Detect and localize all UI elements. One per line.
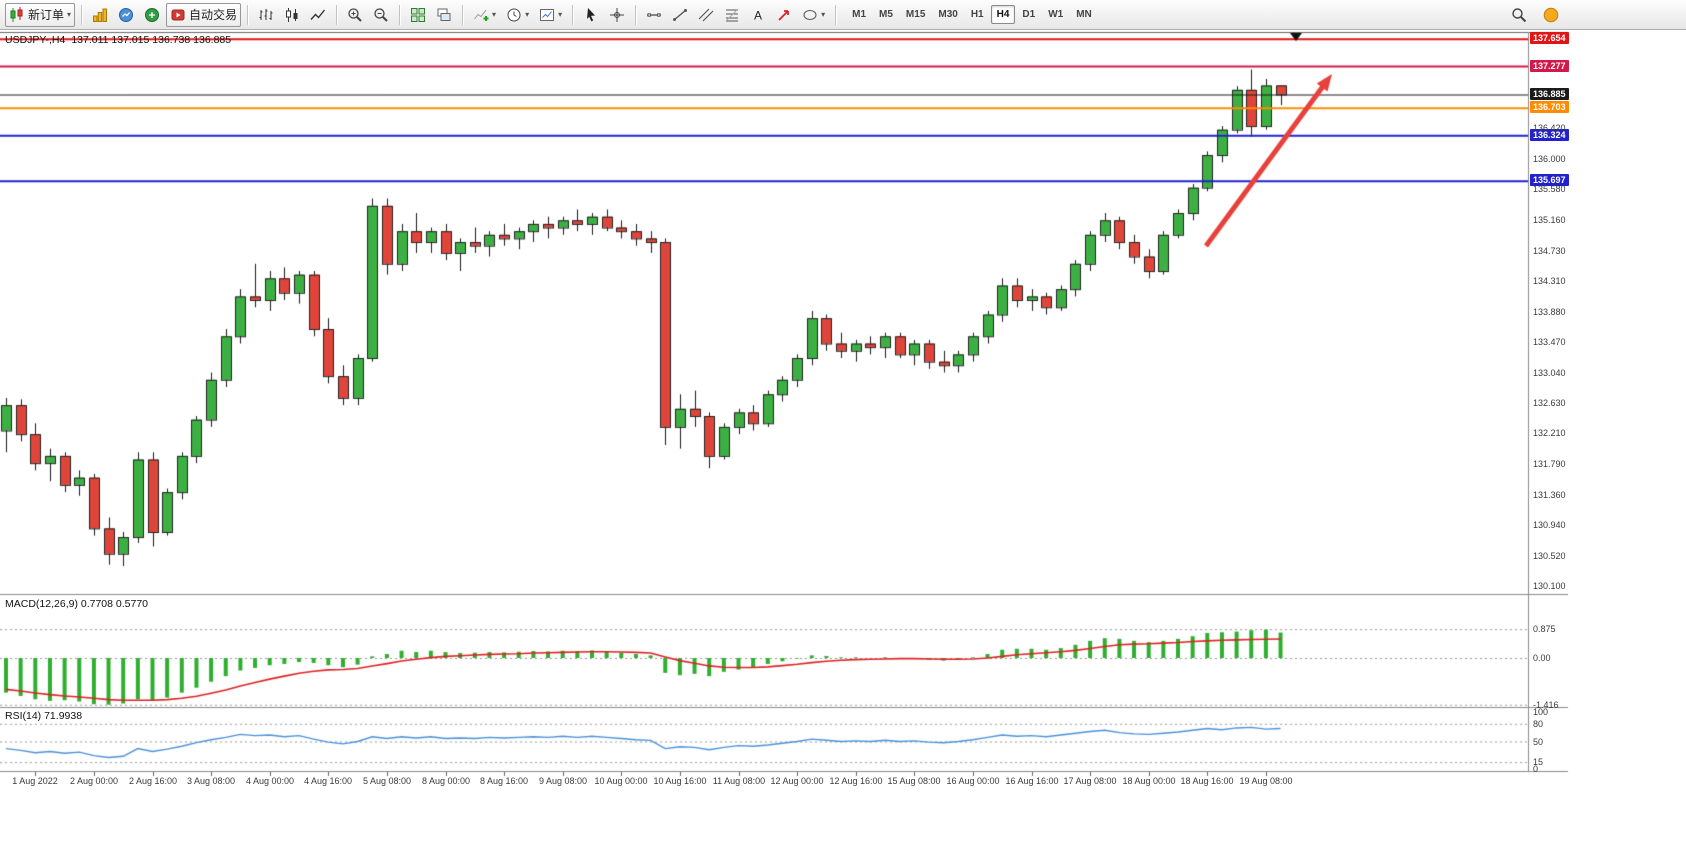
chevron-down-icon: ▾ (821, 10, 826, 19)
tf-button-h4[interactable]: H4 (990, 5, 1016, 24)
indicators-icon (474, 9, 489, 21)
toolbar-separator (462, 4, 464, 25)
cascade-windows-button[interactable] (432, 3, 456, 27)
tf-button-mn[interactable]: MN (1070, 5, 1098, 24)
price-axis[interactable] (1529, 32, 1569, 772)
horizontal-line-button[interactable] (642, 3, 666, 27)
templates-icon (540, 8, 555, 21)
line-chart-icon (310, 9, 326, 20)
terminal-icon (145, 7, 160, 22)
timeframe-bar: M1 M5 M15 M30 H1 H4 D1 W1 MN (846, 5, 1098, 24)
fibonacci-button[interactable] (720, 3, 744, 27)
templates-button[interactable]: ▾ (535, 3, 566, 27)
text-icon: A (754, 8, 762, 22)
tf-button-w1[interactable]: W1 (1042, 5, 1069, 24)
toolbar: 新订单 ▾ 自动交易 ▾ ▾ ▾ A ▾ M1 M5 M15 M30 H1 H4 D1 W1 M… (0, 0, 1686, 30)
trendline-button[interactable] (668, 3, 692, 27)
equidistant-channel-icon (698, 8, 714, 21)
autotrading-button[interactable]: 自动交易 (166, 2, 242, 27)
new-chart-icon (93, 8, 108, 22)
svg-text:A: A (754, 8, 762, 22)
trendline-icon (673, 8, 688, 21)
cascade-windows-icon (437, 8, 451, 21)
chevron-down-icon: ▾ (558, 10, 563, 19)
account-status-icon (1543, 7, 1559, 22)
toolbar-separator (247, 4, 249, 25)
zoom-out-icon (374, 7, 388, 22)
fibonacci-icon (725, 8, 739, 21)
toolbar-separator (635, 4, 637, 25)
time-axis[interactable] (0, 772, 1528, 790)
market-watch-button[interactable] (114, 3, 138, 27)
new-order-button[interactable]: 新订单 ▾ (5, 2, 76, 27)
zoom-in-button[interactable] (343, 3, 367, 27)
cursor-icon (587, 7, 596, 21)
terminal-button[interactable] (140, 3, 164, 27)
new-order-icon (10, 6, 23, 22)
candlestick-chart-icon (286, 7, 298, 22)
toolbar-separator (835, 4, 837, 25)
zoom-out-button[interactable] (369, 3, 393, 27)
arrow-objects-button[interactable] (772, 3, 796, 27)
tf-button-m30[interactable]: M30 (932, 5, 963, 24)
tf-button-d1[interactable]: D1 (1016, 5, 1041, 24)
zoom-in-icon (348, 7, 362, 22)
tile-windows-button[interactable] (406, 3, 430, 27)
toolbar-right-group (1507, 3, 1563, 27)
periods-button[interactable]: ▾ (502, 3, 533, 27)
tf-button-m15[interactable]: M15 (900, 5, 931, 24)
line-chart-button[interactable] (306, 3, 330, 27)
bar-chart-button[interactable] (254, 3, 278, 27)
bar-chart-icon (259, 8, 273, 20)
shapes-ellipse-icon (803, 9, 817, 20)
search-button[interactable] (1507, 3, 1531, 27)
chevron-down-icon: ▾ (492, 10, 497, 19)
new-chart-button[interactable] (88, 3, 112, 27)
toolbar-separator (81, 4, 83, 25)
equidistant-channel-button[interactable] (694, 3, 718, 27)
tf-button-m1[interactable]: M1 (846, 5, 872, 24)
market-watch-icon (119, 7, 134, 22)
shapes-button[interactable]: ▾ (798, 3, 829, 27)
chevron-down-icon: ▾ (525, 10, 530, 19)
arrow-objects-icon (778, 9, 789, 21)
account-button[interactable] (1539, 3, 1563, 27)
toolbar-separator (336, 4, 338, 25)
chart-window: USDJPY-,H4 137.011 137.015 136.738 136.88… (0, 30, 1686, 842)
crosshair-button[interactable] (605, 3, 629, 27)
price-chart-canvas[interactable] (0, 30, 1686, 842)
indicators-button[interactable]: ▾ (469, 3, 500, 27)
autotrading-icon (171, 9, 185, 20)
chevron-down-icon: ▾ (67, 10, 72, 19)
search-icon (1512, 7, 1527, 22)
new-order-label: 新订单 (28, 8, 65, 22)
horizontal-line-icon (647, 12, 662, 17)
periods-clock-icon (507, 8, 521, 21)
text-tool-button[interactable]: A (746, 3, 770, 27)
tf-button-h1[interactable]: H1 (965, 5, 990, 24)
crosshair-icon (610, 7, 625, 22)
autotrading-label: 自动交易 (189, 8, 238, 22)
tile-windows-icon (411, 7, 426, 22)
candlestick-chart-button[interactable] (280, 3, 304, 27)
toolbar-separator (399, 4, 401, 25)
cursor-button[interactable] (579, 3, 603, 27)
tf-button-m5[interactable]: M5 (873, 5, 899, 24)
toolbar-separator (572, 4, 574, 25)
